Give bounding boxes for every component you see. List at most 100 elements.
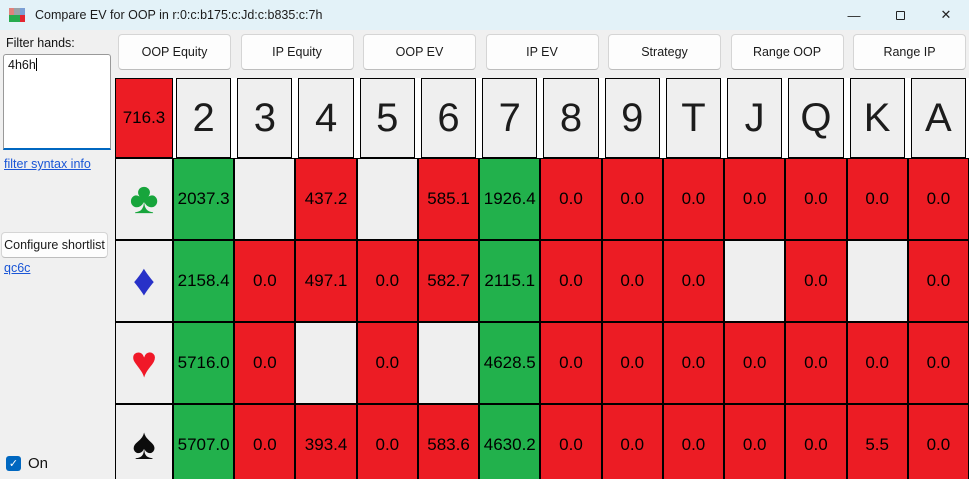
app-icon xyxy=(9,8,25,22)
ev-cell-2-spades: 5707.0 xyxy=(173,404,235,479)
ev-cell-5-hearts: 0.0 xyxy=(356,322,418,404)
grid-row-hearts: ♥ 5716.0 0.0 0.0 4628.5 0.0 0.0 0.0 0.0 0.0 0.0 0.0 xyxy=(115,322,969,404)
col-header-A: A xyxy=(907,78,969,158)
on-checkbox-label: On xyxy=(28,455,49,472)
toolbar-button-ip-equity[interactable]: IP Equity xyxy=(240,34,354,70)
ev-cell-T-diamonds: 0.0 xyxy=(662,240,725,322)
ev-cell-8-clubs: 0.0 xyxy=(540,158,602,240)
toolbar-button-oop-ev[interactable]: OOP EV xyxy=(363,34,476,70)
grid-row-spades: ♠ 5707.0 0.0 393.4 0.0 583.6 4630.2 0.0 0.0 0.0 0.… xyxy=(115,404,969,479)
ev-grid: 716.3 2 3 4 5 6 7 8 9 T J Q K A ♣ 2037.3 437.2 585.1 1926.… xyxy=(115,78,969,479)
col-header-label-8: 8 xyxy=(543,78,599,158)
ev-cell-7-spades: 4630.2 xyxy=(479,404,541,479)
toolbar: OOP Equity IP Equity OOP EV IP EV Strategy Ra… xyxy=(118,34,966,70)
configure-shortlist-button[interactable]: Configure shortlist xyxy=(1,232,108,258)
ev-cell-Q-diamonds: 0.0 xyxy=(785,240,847,322)
ev-cell-9-diamonds: 0.0 xyxy=(601,240,663,322)
ev-cell-3-diamonds: 0.0 xyxy=(234,240,296,322)
ev-cell-K-spades: 5.5 xyxy=(846,404,908,479)
close-button[interactable]: ✕ xyxy=(923,0,969,30)
ev-cell-Q-spades: 0.0 xyxy=(785,404,847,479)
ev-cell-7-clubs: 1926.4 xyxy=(479,158,541,240)
ev-cell-A-hearts: 0.0 xyxy=(907,322,969,404)
ev-cell-K-clubs: 0.0 xyxy=(846,158,908,240)
ev-cell-6-spades: 583.6 xyxy=(417,404,480,479)
col-header-label-T: T xyxy=(665,78,722,158)
corner-value-cell: 716.3 xyxy=(115,78,173,158)
clubs-suit-icon: ♣ xyxy=(115,158,173,240)
ev-cell-7-hearts: 4628.5 xyxy=(479,322,541,404)
ev-cell-2-clubs: 2037.3 xyxy=(173,158,235,240)
col-header-label-Q: Q xyxy=(788,78,844,158)
minimize-button[interactable]: — xyxy=(831,0,877,30)
ev-cell-6-clubs: 585.1 xyxy=(417,158,480,240)
col-header-7: 7 xyxy=(479,78,541,158)
ev-cell-5-clubs xyxy=(356,158,418,240)
ev-cell-Q-clubs: 0.0 xyxy=(785,158,847,240)
ev-cell-A-clubs: 0.0 xyxy=(907,158,969,240)
filter-hands-input[interactable]: 4h6h xyxy=(3,54,111,150)
col-header-5: 5 xyxy=(356,78,418,158)
col-header-Q: Q xyxy=(785,78,847,158)
ev-cell-4-hearts xyxy=(295,322,357,404)
text-caret xyxy=(35,58,37,71)
ev-cell-9-spades: 0.0 xyxy=(601,404,663,479)
ev-cell-3-clubs xyxy=(234,158,296,240)
ev-cell-T-clubs: 0.0 xyxy=(662,158,725,240)
ev-cell-9-hearts: 0.0 xyxy=(601,322,663,404)
ev-cell-Q-hearts: 0.0 xyxy=(785,322,847,404)
toolbar-button-strategy[interactable]: Strategy xyxy=(608,34,721,70)
maximize-icon xyxy=(895,10,905,20)
toolbar-button-ip-ev[interactable]: IP EV xyxy=(485,34,599,70)
col-header-T: T xyxy=(662,78,725,158)
ev-cell-9-clubs: 0.0 xyxy=(601,158,663,240)
col-header-label-5: 5 xyxy=(359,78,415,158)
filter-syntax-info-link[interactable]: filter syntax info xyxy=(4,157,91,171)
col-header-label-J: J xyxy=(727,78,783,158)
ev-cell-3-hearts: 0.0 xyxy=(234,322,296,404)
ev-cell-8-hearts: 0.0 xyxy=(540,322,602,404)
title-bar: Compare EV for OOP in r:0:c:b175:c:Jd:c:… xyxy=(0,0,969,30)
col-header-J: J xyxy=(724,78,786,158)
grid-header-row: 716.3 2 3 4 5 6 7 8 9 T J Q K A xyxy=(115,78,969,158)
ev-cell-T-hearts: 0.0 xyxy=(662,322,725,404)
col-header-label-6: 6 xyxy=(420,78,477,158)
toolbar-button-range-ip[interactable]: Range IP xyxy=(853,34,966,70)
ev-cell-2-diamonds: 2158.4 xyxy=(173,240,235,322)
hearts-suit-icon: ♥ xyxy=(115,322,173,404)
diamonds-suit-icon: ♦ xyxy=(115,240,173,322)
col-header-label-3: 3 xyxy=(237,78,293,158)
col-header-label-9: 9 xyxy=(604,78,660,158)
col-header-3: 3 xyxy=(234,78,296,158)
checkbox-checked-icon[interactable]: ✓ xyxy=(6,456,21,471)
shortlist-item-link[interactable]: qc6c xyxy=(4,261,31,275)
toolbar-button-range-oop[interactable]: Range OOP xyxy=(730,34,844,70)
ev-cell-K-hearts: 0.0 xyxy=(846,322,908,404)
ev-cell-4-clubs: 437.2 xyxy=(295,158,357,240)
col-header-label-K: K xyxy=(849,78,905,158)
ev-cell-J-clubs: 0.0 xyxy=(724,158,786,240)
col-header-9: 9 xyxy=(601,78,663,158)
col-header-2: 2 xyxy=(173,78,235,158)
ev-cell-4-spades: 393.4 xyxy=(295,404,357,479)
window-title: Compare EV for OOP in r:0:c:b175:c:Jd:c:… xyxy=(35,8,323,22)
grid-row-clubs: ♣ 2037.3 437.2 585.1 1926.4 0.0 0.0 0.0 0.0 0.0 0.… xyxy=(115,158,969,240)
ev-cell-8-diamonds: 0.0 xyxy=(540,240,602,322)
col-header-label-A: A xyxy=(910,78,966,158)
on-toggle[interactable]: ✓ On xyxy=(6,455,48,472)
col-header-label-4: 4 xyxy=(298,78,354,158)
ev-cell-2-hearts: 5716.0 xyxy=(173,322,235,404)
toolbar-button-oop-equity[interactable]: OOP Equity xyxy=(118,34,231,70)
col-header-8: 8 xyxy=(540,78,602,158)
ev-cell-J-diamonds xyxy=(724,240,786,322)
ev-cell-A-diamonds: 0.0 xyxy=(907,240,969,322)
ev-cell-4-diamonds: 497.1 xyxy=(295,240,357,322)
spades-suit-icon: ♠ xyxy=(115,404,173,479)
ev-cell-5-diamonds: 0.0 xyxy=(356,240,418,322)
ev-cell-3-spades: 0.0 xyxy=(234,404,296,479)
col-header-label-7: 7 xyxy=(482,78,538,158)
maximize-button[interactable] xyxy=(877,0,923,30)
filter-hands-label: Filter hands: xyxy=(6,36,75,50)
col-header-6: 6 xyxy=(417,78,480,158)
ev-cell-6-diamonds: 582.7 xyxy=(417,240,480,322)
